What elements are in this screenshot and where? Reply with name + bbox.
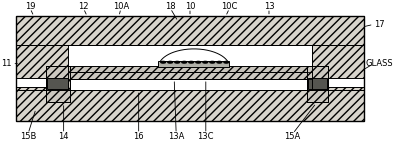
Circle shape bbox=[161, 61, 166, 63]
Bar bbox=[328, 78, 364, 88]
Circle shape bbox=[168, 61, 172, 63]
Bar bbox=[16, 45, 68, 90]
Bar bbox=[68, 66, 312, 72]
Text: 18: 18 bbox=[165, 2, 176, 11]
Text: 15A: 15A bbox=[284, 132, 301, 141]
Bar bbox=[16, 90, 364, 121]
Text: 10C: 10C bbox=[221, 2, 238, 11]
Circle shape bbox=[175, 61, 180, 63]
Text: 10: 10 bbox=[185, 2, 195, 11]
Text: 13: 13 bbox=[264, 2, 274, 11]
Circle shape bbox=[210, 61, 215, 63]
Circle shape bbox=[203, 61, 208, 63]
Bar bbox=[16, 78, 46, 88]
Text: 10A: 10A bbox=[113, 2, 129, 11]
Text: 14: 14 bbox=[58, 132, 69, 141]
Text: 16: 16 bbox=[133, 132, 144, 141]
Bar bbox=[306, 66, 328, 102]
Polygon shape bbox=[158, 49, 230, 67]
Text: 13C: 13C bbox=[198, 132, 214, 141]
Circle shape bbox=[224, 61, 229, 63]
Text: 19: 19 bbox=[25, 2, 35, 11]
Circle shape bbox=[189, 61, 194, 63]
Bar bbox=[16, 16, 364, 45]
Circle shape bbox=[196, 61, 201, 63]
Bar bbox=[158, 61, 230, 67]
Text: 17: 17 bbox=[374, 20, 385, 29]
Bar bbox=[16, 16, 364, 121]
Text: 15B: 15B bbox=[20, 132, 36, 141]
Bar bbox=[306, 66, 328, 102]
Bar bbox=[46, 66, 70, 102]
Bar bbox=[308, 78, 328, 89]
Bar bbox=[312, 45, 364, 90]
Bar bbox=[47, 78, 68, 89]
Text: 11: 11 bbox=[1, 59, 12, 68]
Bar bbox=[68, 45, 312, 90]
Bar bbox=[68, 72, 312, 79]
Text: 12: 12 bbox=[78, 2, 89, 11]
Bar bbox=[16, 78, 46, 88]
Circle shape bbox=[217, 61, 222, 63]
Circle shape bbox=[182, 61, 186, 63]
Bar bbox=[46, 66, 70, 102]
Text: 13A: 13A bbox=[168, 132, 184, 141]
Bar bbox=[328, 78, 364, 88]
Text: GLASS: GLASS bbox=[366, 59, 393, 68]
